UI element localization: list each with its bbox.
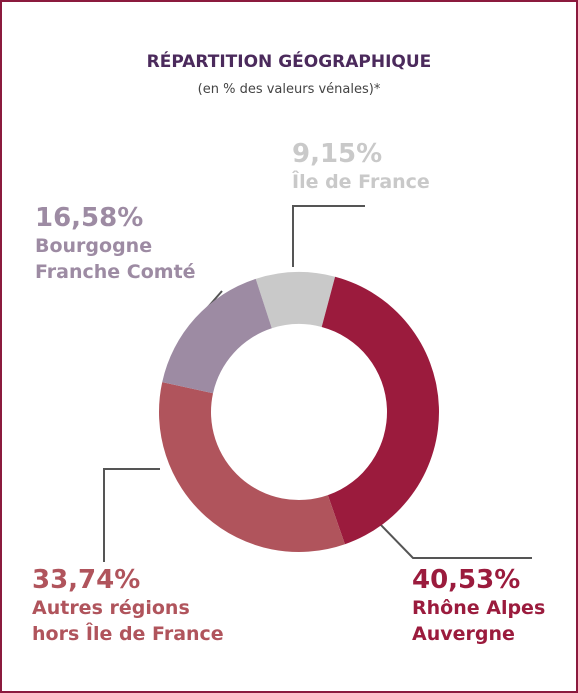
donut-slice xyxy=(162,278,272,394)
donut-slice xyxy=(321,276,440,545)
slice-label: 16,58% Bourgogne Franche Comté xyxy=(35,203,196,285)
slice-label: 33,74% Autres régions hors Île de France xyxy=(32,565,224,647)
value-label: 40,53% xyxy=(412,565,521,595)
value-label: 33,74% xyxy=(32,565,141,595)
category-label: Rhône Alpes Auvergne xyxy=(412,597,546,645)
leader-line xyxy=(103,468,160,562)
slice-label: 40,53% Rhône Alpes Auvergne xyxy=(412,565,545,647)
leader-line xyxy=(379,523,532,559)
leader-line xyxy=(292,205,365,267)
chart-subtitle: (en % des valeurs vénales)* xyxy=(197,82,381,97)
value-label: 9,15% xyxy=(292,139,383,169)
category-label: Bourgogne Franche Comté xyxy=(35,235,196,283)
chart-title: RÉPARTITION GÉOGRAPHIQUE xyxy=(146,52,432,72)
category-label: Île de France xyxy=(292,171,430,193)
donut-slice xyxy=(255,272,336,329)
category-label: Autres régions hors Île de France xyxy=(32,597,224,645)
donut-slice xyxy=(158,382,345,552)
value-label: 16,58% xyxy=(35,203,144,233)
slice-label: 9,15% Île de France xyxy=(292,139,430,195)
